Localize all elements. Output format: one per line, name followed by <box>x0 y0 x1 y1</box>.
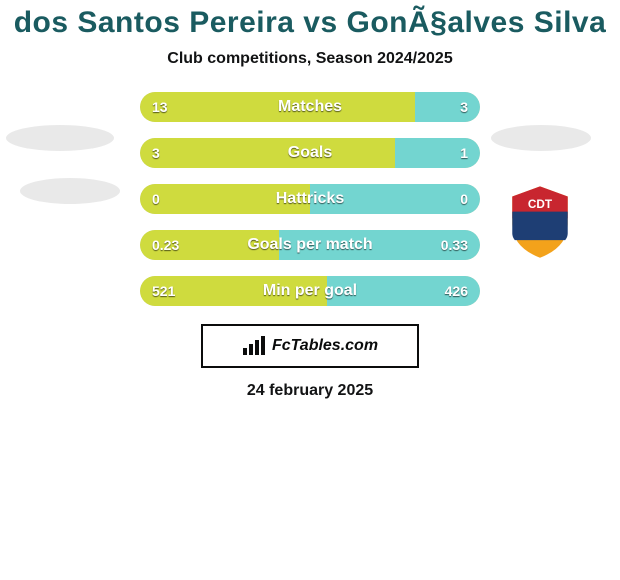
stat-row: Min per goal521 426 <box>140 276 480 306</box>
stat-value-left: 13 <box>152 92 168 122</box>
stat-label: Hattricks <box>140 184 480 214</box>
comparison-card: dos Santos Pereira vs GonÃ§alves Silva C… <box>0 0 620 580</box>
date-text: 24 february 2025 <box>0 382 620 400</box>
stat-label: Goals per match <box>140 230 480 260</box>
stat-label: Matches <box>140 92 480 122</box>
stat-row: Goals3 1 <box>140 138 480 168</box>
stat-value-right: 1 <box>460 138 468 168</box>
page-title: dos Santos Pereira vs GonÃ§alves Silva <box>0 6 620 40</box>
stat-row: Hattricks0 0 <box>140 184 480 214</box>
team-logo-placeholder <box>491 125 591 151</box>
stat-value-right: 0 <box>460 184 468 214</box>
club-crest-right: CDT <box>498 178 582 262</box>
svg-text:CDT: CDT <box>528 198 553 211</box>
stat-value-left: 0.23 <box>152 230 179 260</box>
subtitle: Club competitions, Season 2024/2025 <box>0 50 620 68</box>
shield-icon: CDT <box>498 178 582 262</box>
stat-label: Goals <box>140 138 480 168</box>
bars-icon <box>242 336 266 356</box>
brand-badge: FcTables.com <box>201 324 419 368</box>
brand-text: FcTables.com <box>272 337 378 355</box>
team-logo-placeholder <box>20 178 120 204</box>
stat-row: Matches13 3 <box>140 92 480 122</box>
stat-value-left: 3 <box>152 138 160 168</box>
stat-value-right: 426 <box>445 276 468 306</box>
stat-value-right: 0.33 <box>441 230 468 260</box>
stat-row: Goals per match0.23 0.33 <box>140 230 480 260</box>
stat-value-left: 0 <box>152 184 160 214</box>
stat-value-left: 521 <box>152 276 175 306</box>
stat-label: Min per goal <box>140 276 480 306</box>
stat-value-right: 3 <box>460 92 468 122</box>
team-logo-placeholder <box>6 125 114 151</box>
